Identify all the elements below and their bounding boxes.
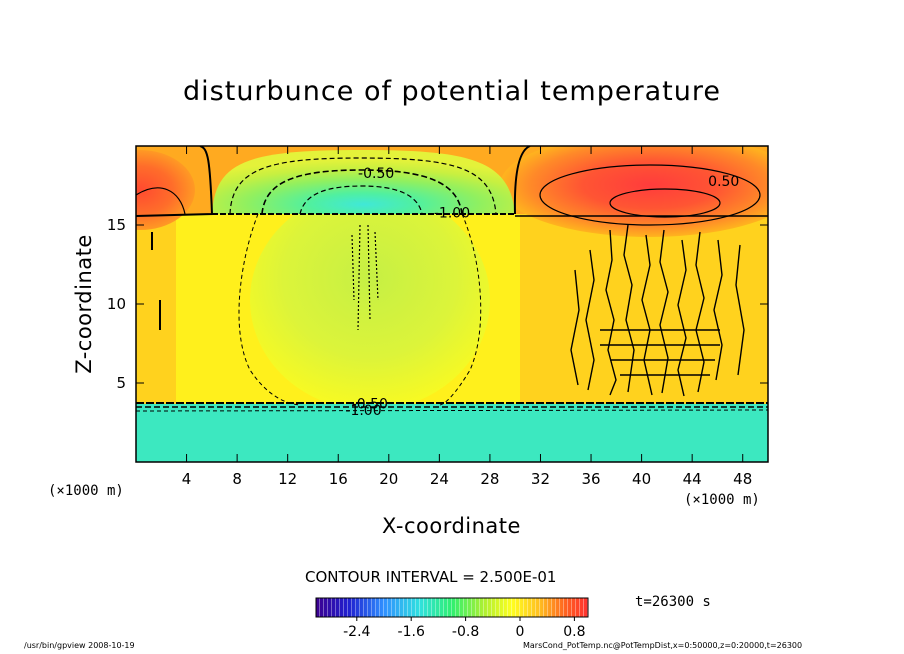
x-tick-label-3: 16 xyxy=(329,470,348,488)
contour-label-1: -1.00 xyxy=(434,205,470,221)
x-tick-label-11: 48 xyxy=(733,470,752,488)
x-tick-label-0: 4 xyxy=(182,470,192,488)
central-cool-dome xyxy=(212,150,515,214)
contour-label-2: 0.50 xyxy=(708,174,739,190)
contour-label-3: -0.50 xyxy=(352,397,388,413)
x-tick-label-4: 20 xyxy=(379,470,398,488)
x-unit-label-right: (×1000 m) xyxy=(684,492,760,508)
y-tick-label-0: 5 xyxy=(116,374,126,392)
x-axis-ticks: 4 8 12 16 20 24 28 32 36 40 44 48 xyxy=(182,146,752,488)
heatmap-field xyxy=(136,146,768,462)
right-warm-cell xyxy=(500,146,768,237)
colorbar-tick-label-2: -0.8 xyxy=(452,624,479,640)
y-tick-label-1: 10 xyxy=(107,295,126,313)
contour-label-4: -1.00 xyxy=(345,403,381,419)
colorbar-tick-label-0: -2.4 xyxy=(343,624,370,640)
x-tick-label-8: 36 xyxy=(581,470,600,488)
footer-right: MarsCond_PotTemp.nc@PotTempDist,x=0:5000… xyxy=(523,641,803,650)
footer-left: /usr/bin/gpview 2008-10-19 xyxy=(24,641,135,650)
colorbar-frame xyxy=(315,597,589,618)
colorbar-tick-label-4: 0.8 xyxy=(563,624,585,640)
lower-layer xyxy=(136,404,768,462)
contour-interval-label: CONTOUR INTERVAL = 2.500E-01 xyxy=(305,568,557,586)
x-tick-label-7: 32 xyxy=(531,470,550,488)
colorbar-tick-label-1: -1.6 xyxy=(398,624,425,640)
x-tick-label-1: 8 xyxy=(232,470,242,488)
contour-labels: -0.50-1.000.50-0.50-1.00 xyxy=(345,166,739,419)
x-tick-label-2: 12 xyxy=(278,470,297,488)
oscillation-contours xyxy=(570,224,745,397)
x-axis-label: X-coordinate xyxy=(382,514,521,538)
x-tick-label-6: 28 xyxy=(480,470,499,488)
colorbar-ticks: -2.4 -1.6 -0.8 0 0.8 xyxy=(343,617,586,640)
time-label: t=26300 s xyxy=(635,594,711,610)
contour-lines xyxy=(136,146,768,412)
x-unit-label-left: (×1000 m) xyxy=(48,483,124,499)
middle-warm-strip-left xyxy=(136,214,176,404)
x-tick-label-10: 44 xyxy=(683,470,702,488)
chart-title: disturbunce of potential temperature xyxy=(183,76,721,107)
y-axis-label: Z-coordinate xyxy=(72,234,96,374)
x-tick-label-9: 40 xyxy=(632,470,651,488)
y-axis-ticks: 5 10 15 xyxy=(107,216,768,392)
central-plume xyxy=(250,190,490,410)
y-tick-label-2: 15 xyxy=(107,216,126,234)
contour-label-0: -0.50 xyxy=(358,166,394,182)
colorbar-stripes xyxy=(316,598,588,617)
x-tick-label-5: 24 xyxy=(430,470,449,488)
colorbar-tick-label-3: 0 xyxy=(516,624,525,640)
left-warm-cell xyxy=(136,150,195,230)
colorbar xyxy=(315,597,589,618)
